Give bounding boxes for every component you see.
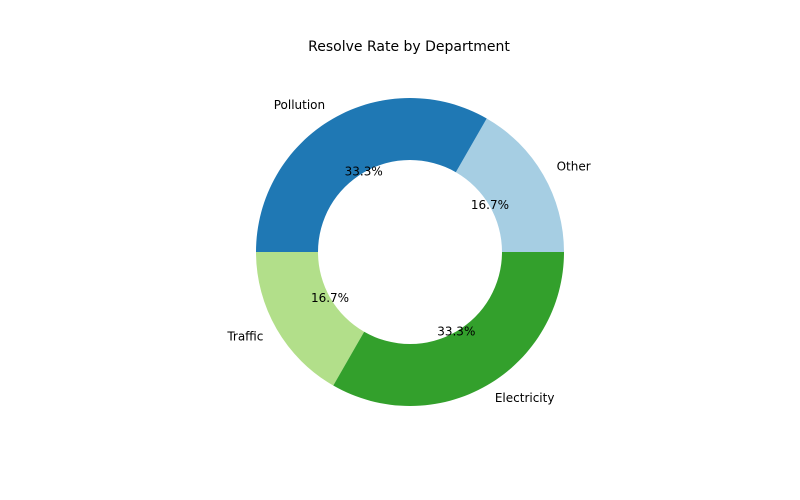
- slice-percent-traffic: 16.7%: [311, 291, 349, 305]
- slice-electricity: [333, 252, 564, 407]
- slice-traffic: [256, 252, 365, 386]
- slice-percent-other: 16.7%: [471, 198, 509, 212]
- slice-pollution: [256, 97, 487, 252]
- slice-percent-electricity: 33.3%: [437, 324, 475, 338]
- slice-label-pollution: Pollution: [274, 98, 325, 112]
- labels-group: Other 16.7% Pollution 33.3% Traffic 16.7% Elec…: [226, 98, 590, 405]
- slice-percent-pollution: 33.3%: [345, 165, 383, 179]
- chart-title: Resolve Rate by Department: [308, 39, 510, 55]
- slice-label-other: Other: [557, 160, 591, 174]
- slice-label-traffic: Traffic: [226, 329, 263, 343]
- slices-group: [256, 97, 564, 407]
- slice-label-electricity: Electricity: [495, 391, 555, 405]
- slice-other: [455, 118, 564, 252]
